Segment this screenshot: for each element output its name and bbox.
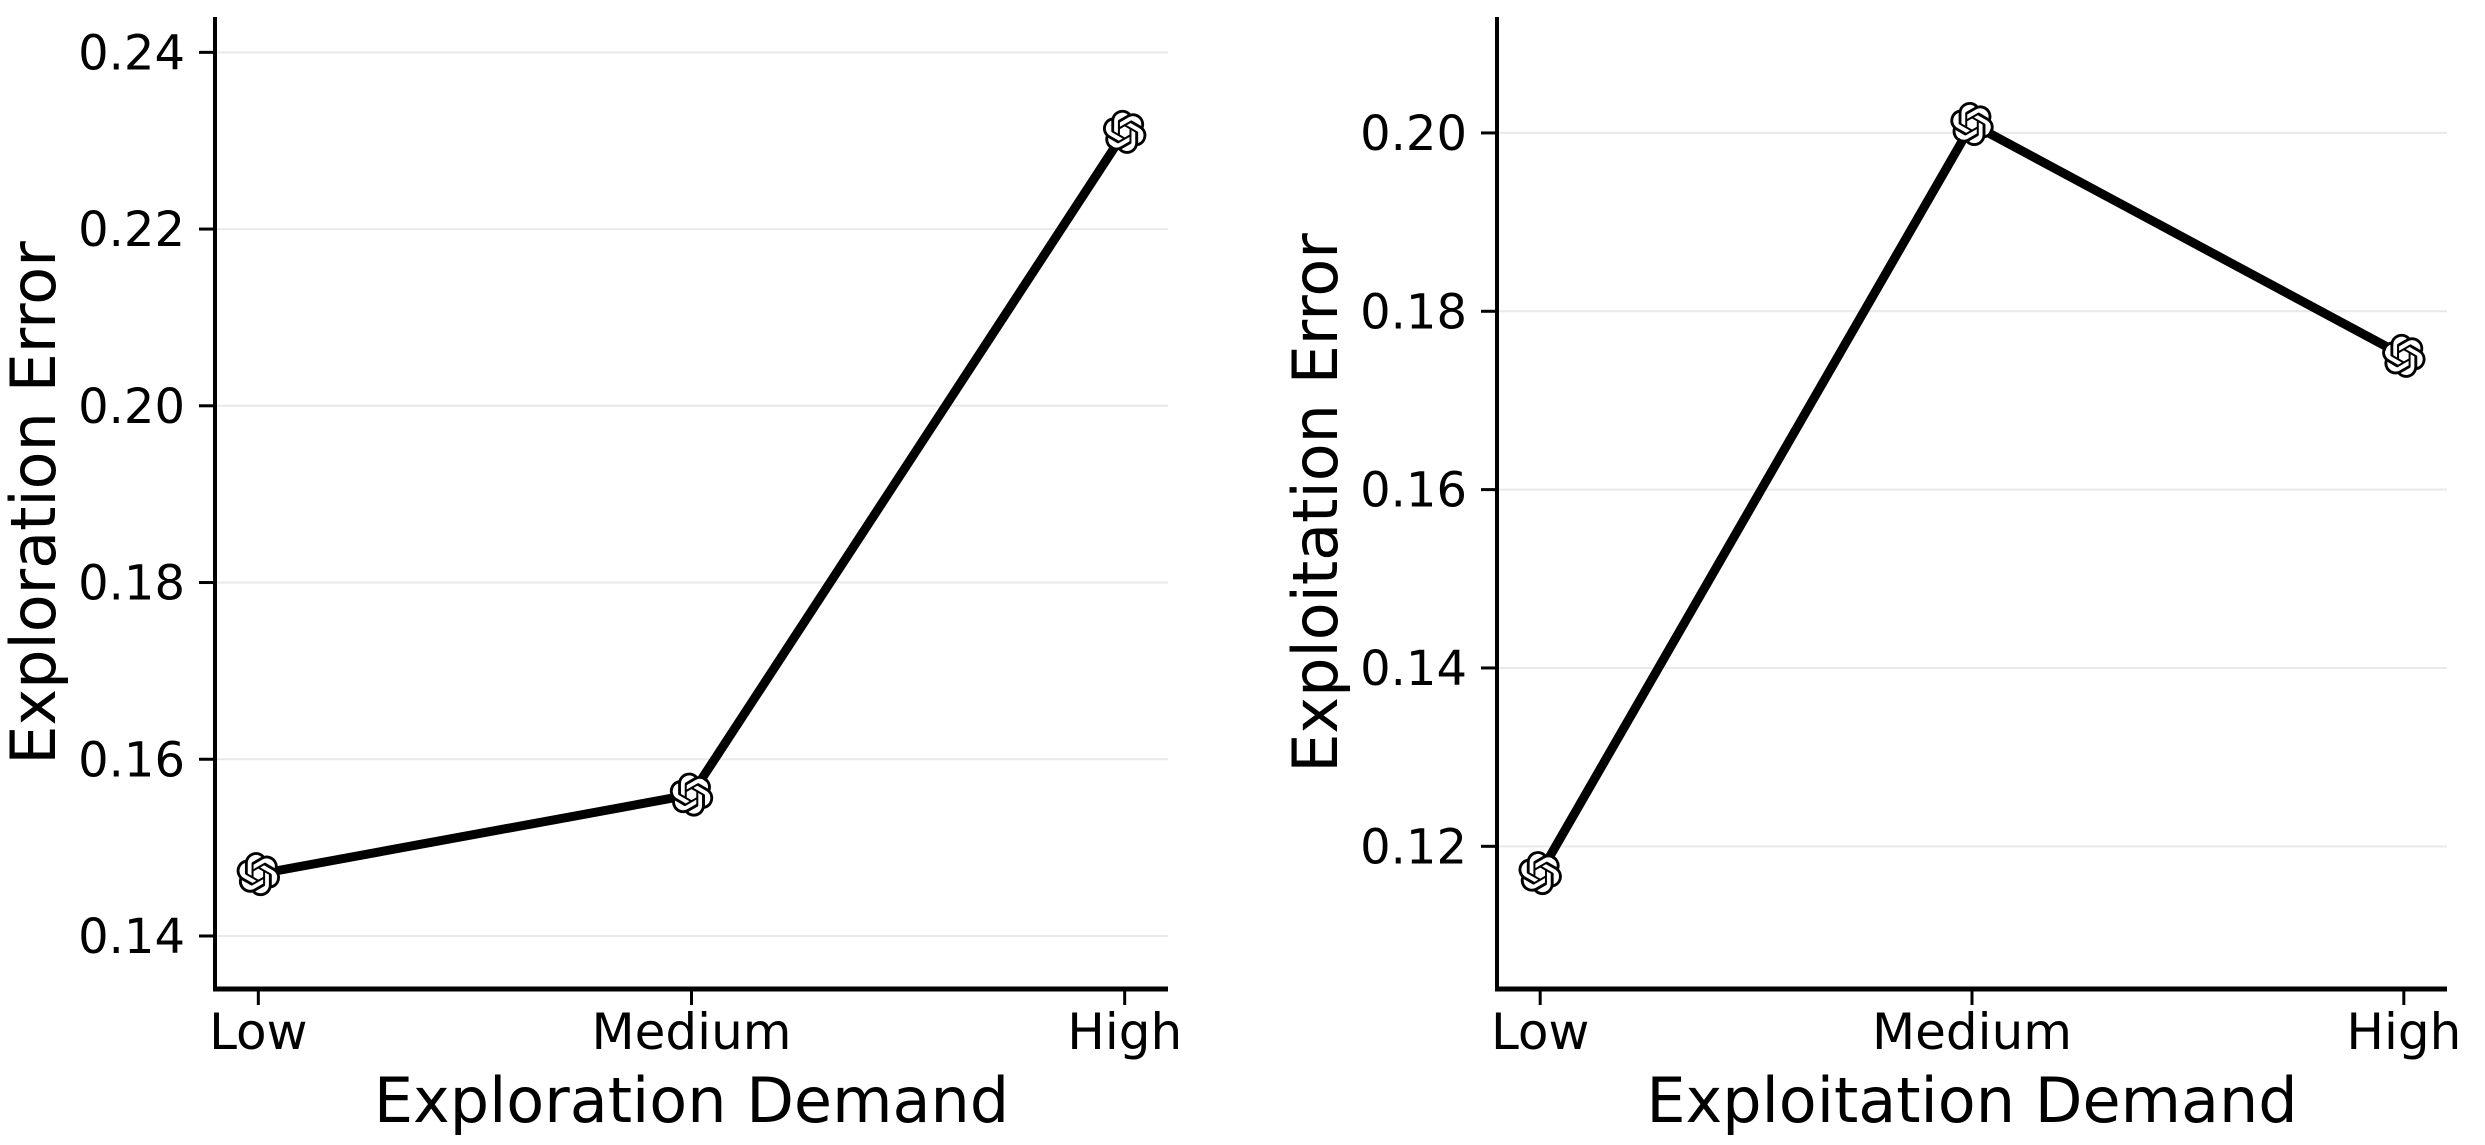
y-axis-label: Exploitation Error: [1279, 233, 1352, 773]
data-point-marker: [669, 772, 714, 817]
y-tick-label: 0.16: [78, 732, 185, 788]
data-point-marker: [1102, 109, 1147, 154]
openai-logo-icon: [236, 852, 281, 897]
openai-logo-icon: [669, 772, 714, 817]
y-tick-label: 0.12: [1360, 819, 1467, 875]
y-tick-label: 0.20: [78, 379, 185, 435]
y-tick-label: 0.18: [1360, 284, 1467, 340]
exploration-error-chart: 0.14 0.16 0.18 0.20 0.22 0.24 Low Medium High Exp…: [0, 17, 1182, 1137]
data-point-marker: [236, 852, 281, 897]
openai-logo-icon: [1950, 102, 1994, 147]
x-tick-label: Low: [209, 1003, 307, 1061]
openai-logo-icon: [1102, 109, 1147, 154]
data-point-marker: [1518, 851, 1562, 896]
x-axis-label: Exploration Demand: [374, 1064, 1009, 1137]
data-point-marker: [2382, 333, 2426, 378]
y-tick-label: 0.14: [1360, 641, 1467, 697]
x-tick-label: High: [2346, 1003, 2461, 1061]
openai-logo-icon: [2382, 333, 2426, 378]
y-tick-label: 0.18: [78, 556, 185, 612]
x-axis-label: Exploitation Demand: [1646, 1064, 2297, 1137]
data-line: [253, 127, 1130, 879]
y-axis-label: Exploration Error: [0, 241, 70, 765]
data-point-marker: [1950, 102, 1994, 147]
exploitation-error-chart: 0.12 0.14 0.16 0.18 0.20 Low Medium High Exploit…: [1279, 17, 2461, 1137]
x-tick-label: Medium: [592, 1003, 792, 1061]
x-tick-label: Low: [1491, 1003, 1589, 1061]
x-tick-label: Medium: [1872, 1003, 2072, 1061]
y-tick-label: 0.20: [1360, 106, 1467, 162]
y-tick-label: 0.14: [78, 909, 185, 965]
y-tick-label: 0.16: [1360, 463, 1467, 519]
y-tick-label: 0.22: [78, 202, 185, 258]
y-tick-label: 0.24: [78, 25, 185, 81]
openai-logo-icon: [1518, 851, 1562, 896]
data-line: [1535, 119, 2409, 878]
x-tick-label: High: [1067, 1003, 1182, 1061]
